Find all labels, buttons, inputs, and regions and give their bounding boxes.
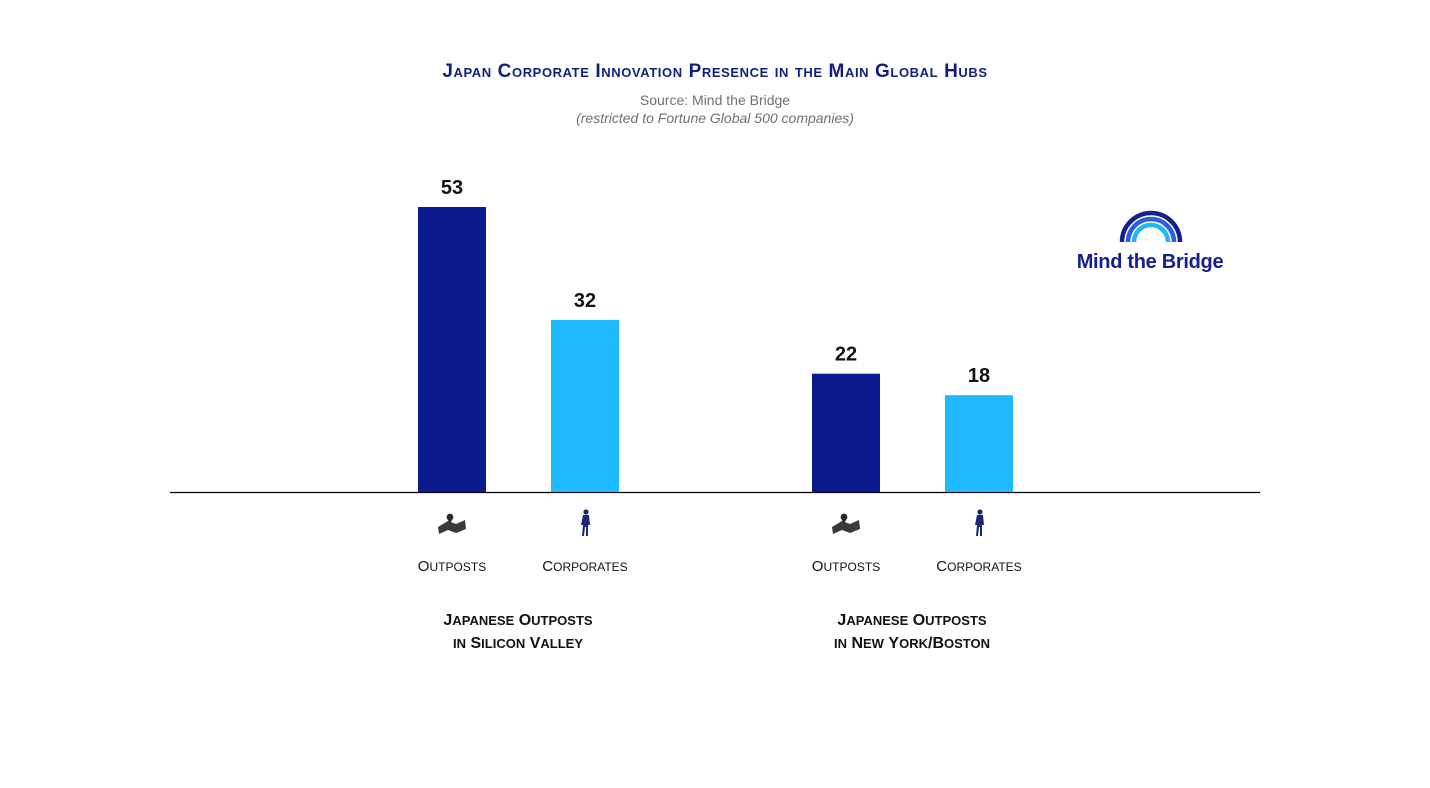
- data-label: 22: [835, 344, 857, 366]
- category-label: CORPORATES: [542, 558, 627, 575]
- businesswoman-icon: [581, 509, 590, 536]
- group-label-line1: JAPANESE OUTPOSTS: [443, 612, 592, 629]
- bar-corporates-1: [551, 319, 619, 492]
- data-label: 32: [574, 290, 596, 312]
- chart-source: Source: Mind the Bridge: [639, 92, 791, 108]
- chart-title: Japan Corporate Innovation Presence in t…: [442, 61, 988, 82]
- map-pin-icon: [438, 513, 466, 534]
- bridge-arc-icon: [1119, 210, 1183, 243]
- bar-outposts-2: [812, 373, 880, 492]
- data-label: 18: [968, 365, 990, 387]
- logo-text: Mind the Bridge: [1076, 251, 1224, 273]
- bar-outposts-1: [418, 207, 486, 492]
- group-label-line2: IN NEW YORK/BOSTON: [834, 635, 990, 652]
- chart-note: (restricted to Fortune Global 500 compan…: [576, 110, 854, 126]
- category-label: OUTPOSTS: [812, 558, 880, 575]
- group-label-line2: IN SILICON VALLEY: [453, 635, 583, 652]
- mind-the-bridge-logo: Mind the Bridge: [1070, 208, 1230, 283]
- data-label: 53: [441, 177, 463, 199]
- bar-corporates-2: [945, 395, 1013, 492]
- group-label-line1: JAPANESE OUTPOSTS: [837, 612, 986, 629]
- category-label: OUTPOSTS: [418, 558, 486, 575]
- businesswoman-icon: [975, 509, 984, 536]
- category-label: CORPORATES: [936, 558, 1021, 575]
- map-pin-icon: [832, 513, 860, 534]
